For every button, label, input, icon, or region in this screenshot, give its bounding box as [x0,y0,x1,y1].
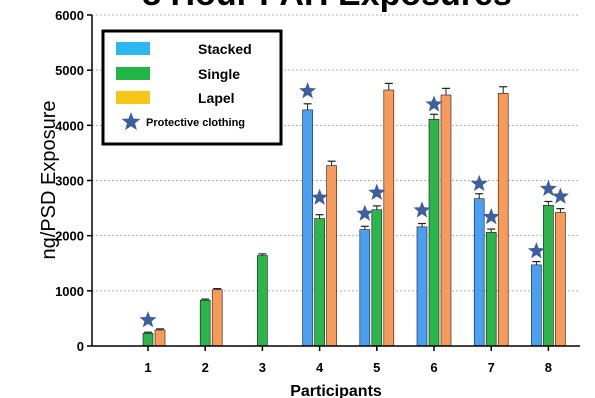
x-tick-label: 7 [488,360,495,375]
protective-clothing-star-icon [470,174,488,192]
bar-stacked-participant-7 [473,198,485,347]
protective-clothing-star-icon [539,179,557,197]
y-tick-label: 4000 [55,118,84,133]
y-tick-label: 5000 [55,63,84,78]
legend-label-protective-clothing: Protective clothing [146,117,245,129]
y-tick-label: 0 [77,339,84,354]
x-tick-label: 8 [545,360,552,375]
legend: Stacked Single Lapel Protective clothing [101,29,283,146]
x-tick-label: 5 [373,360,380,375]
bar-single-participant-2 [199,299,211,347]
protective-clothing-star-icon [482,207,500,225]
bars [142,82,566,347]
x-tick-label: 1 [144,360,151,375]
y-tick-labels: 0 1000 2000 3000 4000 5000 6000 [55,8,92,354]
bar-single-participant-6 [428,118,440,347]
bar-single-participant-1 [142,333,154,347]
bar-lapel-participant-8 [555,212,566,347]
protective-clothing-star-icon [527,242,545,259]
y-tick-label: 3000 [55,174,84,189]
bar-lapel-participant-7 [497,93,509,347]
bar-single-participant-4 [314,218,325,347]
legend-label-single: Single [198,66,240,82]
protective-clothing-star-icon [299,82,317,99]
bar-single-participant-8 [543,205,554,347]
protective-clothing-star-icon [425,95,443,112]
bar-lapel-participant-2 [211,289,223,347]
x-axis-label: Participants [290,383,382,398]
protective-clothing-star-icon [551,187,569,204]
bar-lapel-participant-6 [440,94,452,347]
x-tick-label: 2 [202,360,209,375]
bar-lapel-participant-1 [154,329,166,347]
protective-clothing-star-icon [311,188,329,205]
bar-stacked-participant-8 [531,264,542,347]
x-tick-label: 6 [430,360,437,375]
protective-clothing-star-icon [356,204,374,221]
x-tick-label: 4 [316,360,324,375]
legend-star-icon [121,112,141,131]
legend-label-lapel: Lapel [198,90,235,106]
y-axis-label: ng/PSD Exposure [38,101,60,260]
protective-clothing-star-icon [139,311,157,328]
x-tick-label: 3 [259,360,266,375]
protective-clothing-star-icon [413,201,431,218]
protective-clothing-markers [139,82,569,328]
bar-stacked-participant-5 [359,229,371,347]
bar-stacked-participant-4 [302,109,313,347]
y-tick-label: 1000 [55,284,84,299]
legend-swatch-lapel [116,91,150,104]
bar-single-participant-7 [485,232,497,347]
y-tick-label: 6000 [55,8,84,23]
chart-title: 8 Hour PAH Exposures [142,0,512,13]
legend-label-stacked: Stacked [198,41,252,57]
bar-lapel-participant-5 [383,89,395,347]
bar-single-participant-3 [257,255,268,347]
legend-swatch-single [116,67,150,80]
bar-single-participant-5 [371,209,383,347]
protective-clothing-star-icon [368,183,386,200]
bar-lapel-participant-4 [326,165,337,347]
y-tick-label: 2000 [55,229,84,244]
bar-stacked-participant-6 [416,226,428,347]
legend-swatch-stacked [116,42,150,55]
x-tick-labels: 1 2 3 4 5 6 7 8 [144,346,552,375]
